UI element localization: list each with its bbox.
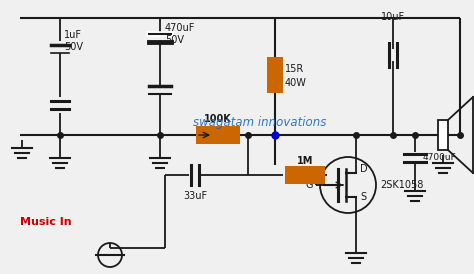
Bar <box>267 57 283 93</box>
Text: 40W: 40W <box>285 78 307 88</box>
Text: 33uF: 33uF <box>183 191 207 201</box>
Text: G: G <box>306 180 313 190</box>
Text: S: S <box>360 192 366 202</box>
Bar <box>285 166 325 184</box>
Text: 1uF: 1uF <box>64 30 82 40</box>
Text: 1M: 1M <box>297 156 313 166</box>
Text: swagatam innovations: swagatam innovations <box>193 116 327 129</box>
Bar <box>438 120 448 150</box>
Text: 50V: 50V <box>64 42 83 52</box>
Bar <box>196 126 240 144</box>
Text: 15R: 15R <box>285 64 304 74</box>
Text: D: D <box>360 164 368 174</box>
Text: 100K: 100K <box>204 114 232 124</box>
Text: 4700uF: 4700uF <box>423 153 457 162</box>
Text: 10uF: 10uF <box>381 12 405 22</box>
Text: Music In: Music In <box>20 217 72 227</box>
Text: 2SK1058: 2SK1058 <box>380 180 423 190</box>
Text: 470uF: 470uF <box>165 23 195 33</box>
Text: 50V: 50V <box>165 35 184 45</box>
